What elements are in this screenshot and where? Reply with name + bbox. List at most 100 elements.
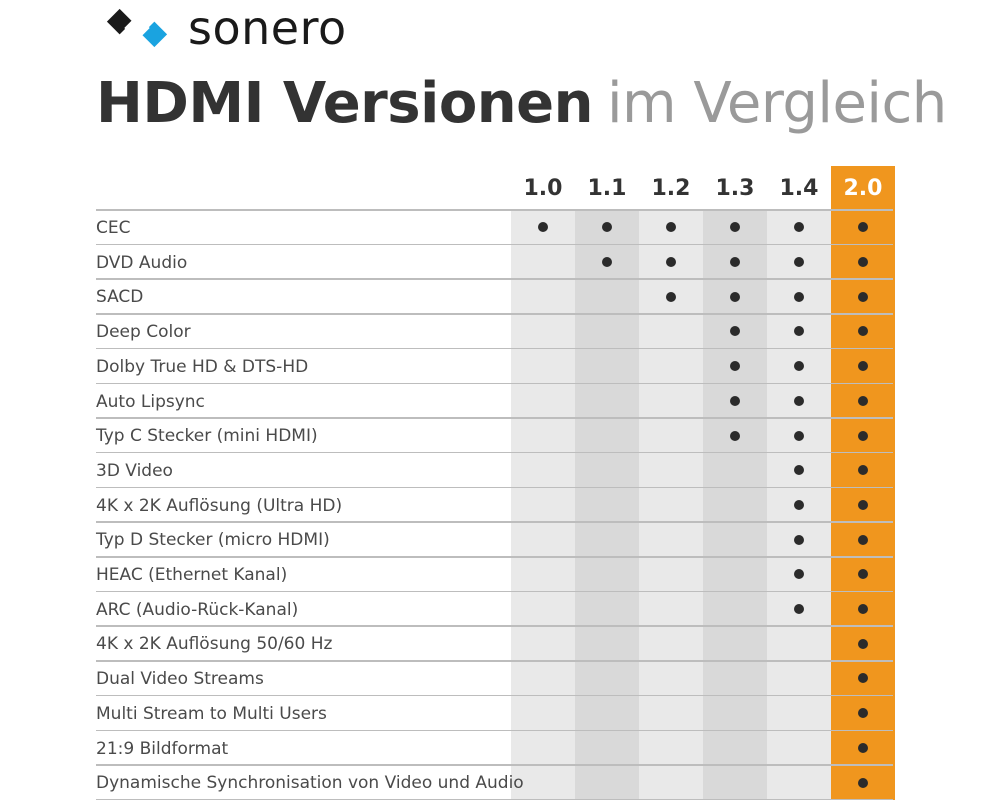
supported-dot xyxy=(858,222,868,233)
supported-dot xyxy=(858,430,868,441)
supported-dot xyxy=(858,777,868,788)
supported-dot xyxy=(666,257,676,268)
brand-name: sonero xyxy=(188,1,347,55)
supported-dot xyxy=(794,291,804,302)
table-divider xyxy=(96,451,893,454)
supported-dot xyxy=(858,569,868,580)
table-divider xyxy=(96,590,893,593)
supported-dot xyxy=(794,465,804,476)
table-row: SACD xyxy=(96,279,893,314)
feature-label: Typ D Stecker (micro HDMI) xyxy=(96,530,330,551)
table-row: Auto Lipsync xyxy=(96,384,893,419)
table-divider xyxy=(96,764,893,766)
table-divider xyxy=(96,347,893,350)
supported-dot xyxy=(858,326,868,337)
feature-label: CEC xyxy=(96,218,131,238)
version-header: 1.1 xyxy=(587,176,627,201)
feature-label: Dynamische Synchronisation von Video und… xyxy=(96,773,524,794)
feature-label: 21:9 Bildformat xyxy=(96,738,229,759)
table-divider xyxy=(96,313,893,315)
page-title: HDMI Versionen im Vergleich xyxy=(96,66,947,142)
supported-dot xyxy=(538,222,548,233)
supported-dot xyxy=(858,361,868,372)
supported-dot xyxy=(730,395,740,406)
feature-label: Dual Video Streams xyxy=(96,669,264,690)
feature-label: 3D Video xyxy=(96,460,173,481)
supported-dot xyxy=(858,742,868,753)
table-row: Dual Video Streams xyxy=(96,661,893,696)
table-divider xyxy=(96,556,893,558)
feature-label: Multi Stream to Multi Users xyxy=(96,703,327,724)
table-divider xyxy=(96,625,893,627)
title-light: im Vergleich xyxy=(607,71,947,136)
supported-dot xyxy=(666,291,676,302)
table-row: 4K x 2K Auflösung 50/60 Hz xyxy=(96,626,893,661)
version-header: 1.3 xyxy=(715,176,755,201)
table-row: Typ D Stecker (micro HDMI) xyxy=(96,522,893,557)
table-row: Typ C Stecker (mini HDMI) xyxy=(96,418,893,453)
feature-label: Deep Color xyxy=(96,322,191,343)
supported-dot xyxy=(858,499,868,510)
title-bold: HDMI Versionen xyxy=(96,71,594,136)
supported-dot xyxy=(730,222,740,233)
supported-dot xyxy=(794,534,804,545)
supported-dot xyxy=(794,361,804,372)
version-header: 1.2 xyxy=(651,176,691,201)
version-column-2.0 xyxy=(831,166,895,800)
table-divider xyxy=(96,278,893,280)
table-row: Deep Color xyxy=(96,314,893,349)
supported-dot xyxy=(602,222,612,233)
feature-label: Dolby True HD & DTS-HD xyxy=(96,356,309,377)
supported-dot xyxy=(858,257,868,268)
table-row: HEAC (Ethernet Kanal) xyxy=(96,557,893,592)
supported-dot xyxy=(794,222,804,233)
table-divider xyxy=(96,486,893,489)
table-row: 4K x 2K Auflösung (Ultra HD) xyxy=(96,488,893,523)
feature-label: DVD Audio xyxy=(96,252,188,273)
supported-dot xyxy=(858,604,868,615)
table-divider xyxy=(96,243,893,246)
supported-dot xyxy=(730,257,740,268)
supported-dot xyxy=(730,430,740,441)
table-divider xyxy=(96,521,893,523)
table-row: Dynamische Synchronisation von Video und… xyxy=(96,765,893,800)
supported-dot xyxy=(794,395,804,406)
table-divider xyxy=(96,694,893,697)
supported-dot xyxy=(858,465,868,476)
feature-label: 4K x 2K Auflösung 50/60 Hz xyxy=(96,634,333,655)
supported-dot xyxy=(794,326,804,337)
table-row: 21:9 Bildformat xyxy=(96,731,893,766)
supported-dot xyxy=(858,291,868,302)
supported-dot xyxy=(794,499,804,510)
table-row: ARC (Audio-Rück-Kanal) xyxy=(96,592,893,627)
version-header: 1.4 xyxy=(779,176,819,201)
version-column-1.3 xyxy=(703,210,767,800)
table-divider xyxy=(96,660,893,662)
table-divider xyxy=(96,417,893,419)
table-row: 3D Video xyxy=(96,453,893,488)
supported-dot xyxy=(602,257,612,268)
feature-label: Typ C Stecker (mini HDMI) xyxy=(96,426,318,447)
supported-dot xyxy=(730,291,740,302)
supported-dot xyxy=(730,326,740,337)
version-column-1.1 xyxy=(575,210,639,800)
version-header: 2.0 xyxy=(843,176,883,201)
brand-logo: sonero xyxy=(100,0,347,56)
supported-dot xyxy=(666,222,676,233)
feature-label: Auto Lipsync xyxy=(96,391,205,412)
supported-dot xyxy=(858,534,868,545)
table-divider xyxy=(96,209,893,211)
supported-dot xyxy=(794,569,804,580)
version-column-1.0 xyxy=(511,210,575,800)
version-column-1.2 xyxy=(639,210,703,800)
supported-dot xyxy=(858,708,868,719)
table-row: CEC xyxy=(96,210,893,245)
version-header: 1.0 xyxy=(523,176,563,201)
supported-dot xyxy=(858,638,868,649)
table-row: Dolby True HD & DTS-HD xyxy=(96,349,893,384)
supported-dot xyxy=(794,257,804,268)
sonero-diamond-icon xyxy=(106,8,168,48)
feature-label: SACD xyxy=(96,287,144,308)
supported-dot xyxy=(794,604,804,615)
supported-dot xyxy=(730,361,740,372)
